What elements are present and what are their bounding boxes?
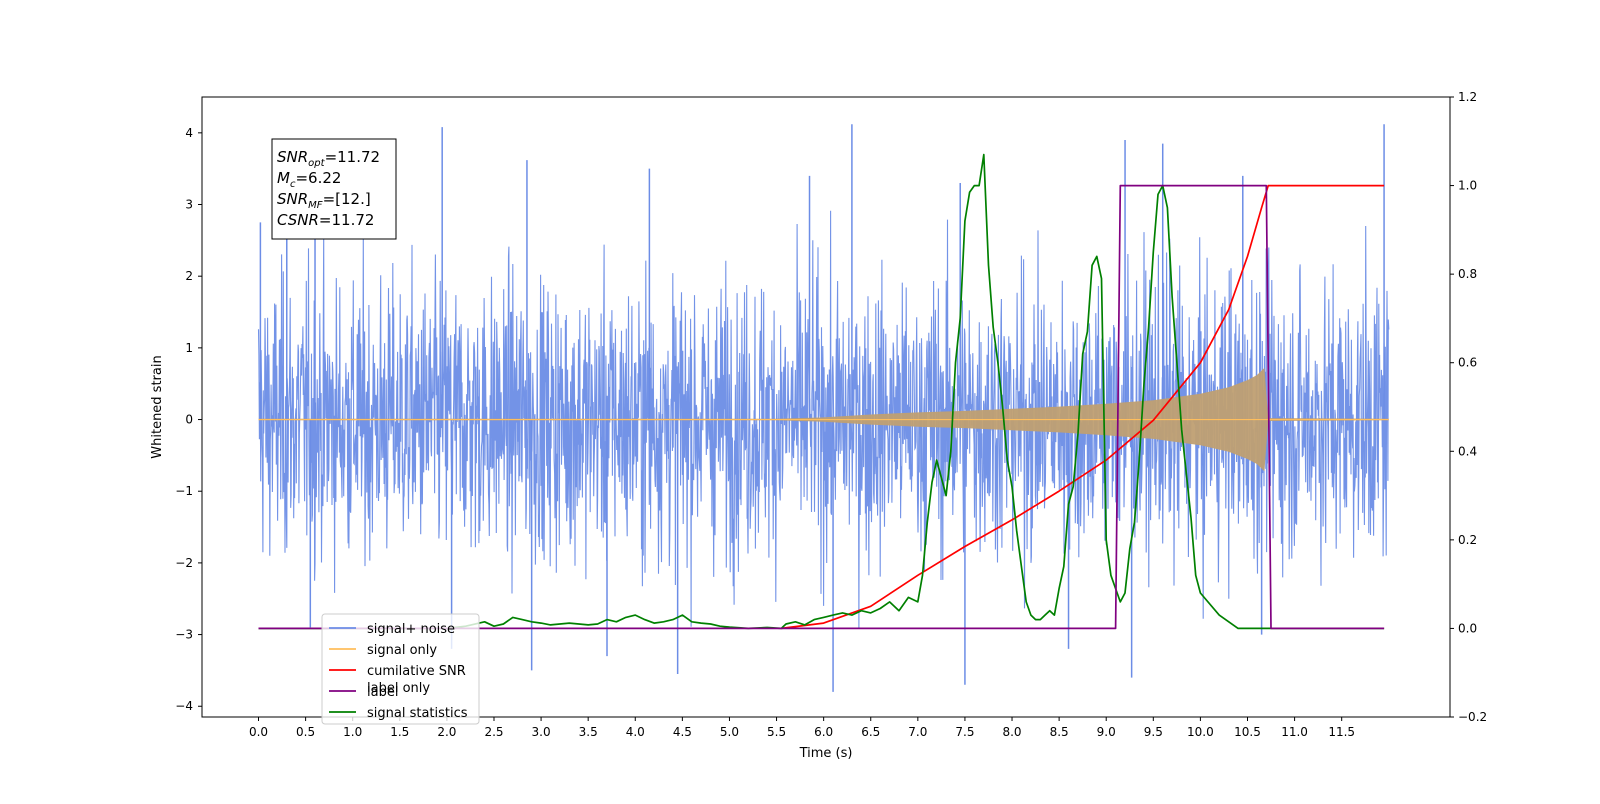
- x-tick-label: 10.5: [1234, 725, 1261, 739]
- series-layer: [257, 124, 1390, 692]
- legend: label only signal+ noise signal only cumila…: [321, 613, 480, 725]
- y-tick-label: −1: [175, 484, 193, 498]
- x-tick-label: 2.0: [437, 725, 456, 739]
- series-signal-statistics-line: [258, 153, 1385, 630]
- y-tick-label: 3: [185, 198, 193, 212]
- x-tick-label: 11.0: [1281, 725, 1308, 739]
- y2-tick-label: 0.6: [1458, 356, 1477, 370]
- y2-tick-label: 1.0: [1458, 179, 1477, 193]
- x-axis-label: Time (s): [799, 746, 853, 761]
- x-tick-label: 10.0: [1187, 725, 1214, 739]
- y2-tick-label: −0.2: [1458, 710, 1487, 724]
- annotation-frame: [271, 138, 397, 240]
- x-tick-label: 1.0: [343, 725, 362, 739]
- y-tick-label: −4: [175, 699, 193, 713]
- noise-peaks: [259, 124, 1385, 692]
- series-label-line: [258, 184, 1385, 630]
- y-tick-label: 1: [185, 341, 193, 355]
- annotation-line: SNRMF=[12.]: [277, 190, 371, 211]
- y-axis-label: Whitened strain: [150, 355, 165, 458]
- x-tick-label: 7.5: [955, 725, 974, 739]
- y2-tick-label: 1.2: [1458, 90, 1477, 104]
- x-tick-label: 0.5: [296, 725, 315, 739]
- y-tick-label: −3: [175, 628, 193, 642]
- x-tick-label: 9.5: [1144, 725, 1163, 739]
- legend-label: cumilative SNR: [367, 664, 466, 679]
- x-tick-label: 3.0: [532, 725, 551, 739]
- annotation-line: CSNR=11.72: [277, 211, 374, 229]
- annotation-line: SNRopt=11.72: [277, 148, 380, 169]
- x-tick-label: 2.5: [484, 725, 503, 739]
- x-tick-label: 8.0: [1002, 725, 1021, 739]
- x-tick-label: 6.5: [861, 725, 880, 739]
- y-axis-right: −0.2 0.0 0.2 0.4 0.6 0.8 1.0 1.2: [1450, 90, 1487, 724]
- x-tick-label: 0.0: [249, 725, 268, 739]
- y-tick-label: 2: [185, 269, 193, 283]
- y-tick-label: −2: [175, 556, 193, 570]
- legend-label: label: [367, 685, 398, 700]
- legend-label: signal only: [367, 643, 437, 658]
- y2-tick-label: 0.0: [1458, 621, 1477, 635]
- y-tick-label: 0: [185, 413, 193, 427]
- plot-frame: [201, 96, 1451, 718]
- legend-overlap-text: label only: [367, 681, 430, 696]
- x-tick-label: 8.5: [1050, 725, 1069, 739]
- x-tick-label: 1.5: [390, 725, 409, 739]
- y2-tick-label: 0.2: [1458, 533, 1477, 547]
- y2-tick-label: 0.8: [1458, 267, 1477, 281]
- legend-label: signal statistics: [367, 706, 468, 721]
- y-tick-label: 4: [185, 126, 193, 140]
- x-tick-label: 5.5: [767, 725, 786, 739]
- y2-tick-label: 0.4: [1458, 444, 1477, 458]
- x-tick-label: 9.0: [1097, 725, 1116, 739]
- annotation-line: Mc=6.22: [277, 169, 341, 190]
- x-tick-label: 4.5: [673, 725, 692, 739]
- x-tick-label: 6.0: [814, 725, 833, 739]
- x-tick-label: 11.5: [1328, 725, 1355, 739]
- legend-frame: [321, 613, 480, 725]
- series-cumulative-snr-line: [781, 184, 1385, 630]
- x-tick-label: 5.0: [720, 725, 739, 739]
- legend-label: signal+ noise: [367, 622, 455, 637]
- x-tick-label: 4.0: [626, 725, 645, 739]
- x-tick-label: 7.0: [908, 725, 927, 739]
- y-axis-left: −4 −3 −2 −1 0 1 2 3 4: [175, 126, 202, 713]
- x-axis: 0.0 0.5 1.0 1.5 2.0 2.5 3.0 3.5 4.0 4.5 5.0 5.5 6.0 6…: [249, 717, 1355, 739]
- series-signal-noise-line: [257, 210, 1390, 629]
- x-tick-label: 3.5: [579, 725, 598, 739]
